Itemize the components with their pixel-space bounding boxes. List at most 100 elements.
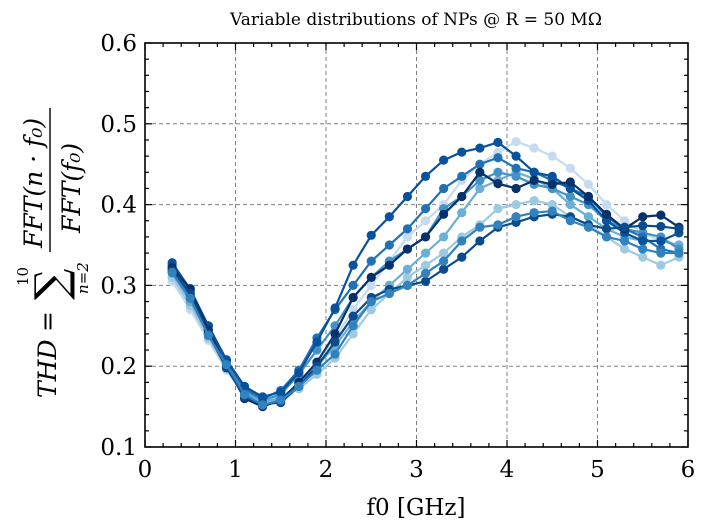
- data-point: [402, 272, 413, 282]
- data-point: [348, 292, 358, 303]
- data-point: [511, 171, 521, 181]
- data-point: [583, 191, 594, 202]
- data-point: [276, 395, 286, 405]
- data-point: [348, 311, 358, 321]
- data-point: [439, 248, 449, 258]
- x-tick-label: 4: [500, 457, 515, 483]
- data-point: [384, 240, 394, 250]
- data-point: [330, 337, 340, 347]
- data-point: [475, 183, 485, 194]
- data-point: [529, 208, 539, 218]
- data-point: [638, 212, 648, 222]
- data-point: [439, 256, 449, 266]
- svg-text:=: =: [33, 311, 62, 332]
- grid: [145, 43, 688, 447]
- data-point: [366, 296, 376, 307]
- data-point: [475, 167, 485, 177]
- data-point: [601, 200, 612, 210]
- data-point: [511, 136, 521, 147]
- data-point: [258, 392, 268, 402]
- data-point: [493, 204, 503, 214]
- data-series: [167, 136, 684, 412]
- data-point: [638, 244, 648, 254]
- data-point: [656, 210, 666, 220]
- data-point: [511, 163, 521, 173]
- x-axis-label: f0 [GHz]: [367, 495, 466, 521]
- data-point: [221, 359, 232, 370]
- data-point: [620, 216, 630, 226]
- x-tick-label: 0: [138, 457, 153, 483]
- data-point: [402, 232, 413, 242]
- data-point: [638, 252, 648, 262]
- data-point: [402, 244, 413, 254]
- data-point: [601, 232, 612, 242]
- data-point: [583, 212, 594, 222]
- data-point: [348, 321, 358, 331]
- data-point: [276, 387, 286, 397]
- data-point: [312, 365, 322, 375]
- y-axis-label: THD = ∑ 10 n=2 FFT(n · f₀) FFT(f₀): [14, 108, 92, 398]
- svg-text:THD: THD: [33, 339, 62, 398]
- data-point: [420, 232, 431, 242]
- data-point: [439, 155, 449, 165]
- data-point: [439, 232, 449, 242]
- data-point: [420, 260, 431, 270]
- y-tick-label: 0.2: [100, 354, 137, 380]
- data-point: [384, 260, 394, 270]
- data-point: [420, 276, 431, 286]
- data-point: [239, 389, 250, 400]
- data-point: [348, 329, 358, 339]
- data-point: [511, 212, 521, 222]
- axis-ticks: [144, 42, 689, 448]
- data-point: [330, 349, 340, 359]
- data-point: [529, 143, 539, 153]
- svg-text:FFT(f₀): FFT(f₀): [57, 143, 86, 234]
- data-point: [439, 264, 449, 274]
- data-point: [439, 209, 449, 219]
- y-tick-label: 0.4: [100, 193, 137, 219]
- data-point: [656, 260, 666, 270]
- data-point: [402, 280, 413, 290]
- data-point: [475, 143, 485, 153]
- data-point: [656, 248, 666, 258]
- x-tick-label: 2: [319, 457, 334, 483]
- series-line: [171, 213, 680, 406]
- x-tick-label: 5: [590, 457, 605, 483]
- svg-text:FFT(n · f₀): FFT(n · f₀): [19, 118, 48, 249]
- data-point: [402, 264, 413, 274]
- data-point: [457, 171, 467, 181]
- data-point: [420, 248, 431, 258]
- data-point: [420, 216, 431, 226]
- data-point: [511, 151, 521, 161]
- y-tick-label: 0.5: [100, 112, 137, 138]
- data-point: [547, 206, 557, 216]
- data-point: [420, 268, 431, 278]
- data-point: [185, 293, 195, 303]
- data-point: [601, 209, 612, 219]
- data-point: [583, 222, 594, 232]
- data-point: [402, 191, 413, 202]
- x-tick-label: 3: [409, 457, 424, 483]
- data-point: [366, 280, 376, 290]
- data-point: [493, 220, 503, 230]
- data-point: [439, 183, 449, 194]
- y-tick-label: 0.6: [100, 31, 137, 57]
- data-point: [547, 179, 557, 189]
- data-point: [674, 248, 684, 258]
- data-point: [457, 147, 467, 157]
- data-point: [638, 221, 648, 231]
- y-tick-labels: 0.1 0.2 0.3 0.4 0.5 0.6: [100, 31, 137, 461]
- data-point: [601, 224, 612, 234]
- data-point: [348, 260, 358, 270]
- data-point: [203, 330, 213, 341]
- data-point: [457, 236, 467, 246]
- data-point: [457, 191, 467, 202]
- data-point: [493, 167, 503, 177]
- data-point: [656, 236, 666, 246]
- data-point: [312, 337, 322, 347]
- data-point: [366, 305, 376, 315]
- data-point: [384, 288, 394, 299]
- data-point: [457, 208, 467, 218]
- data-point: [638, 236, 648, 246]
